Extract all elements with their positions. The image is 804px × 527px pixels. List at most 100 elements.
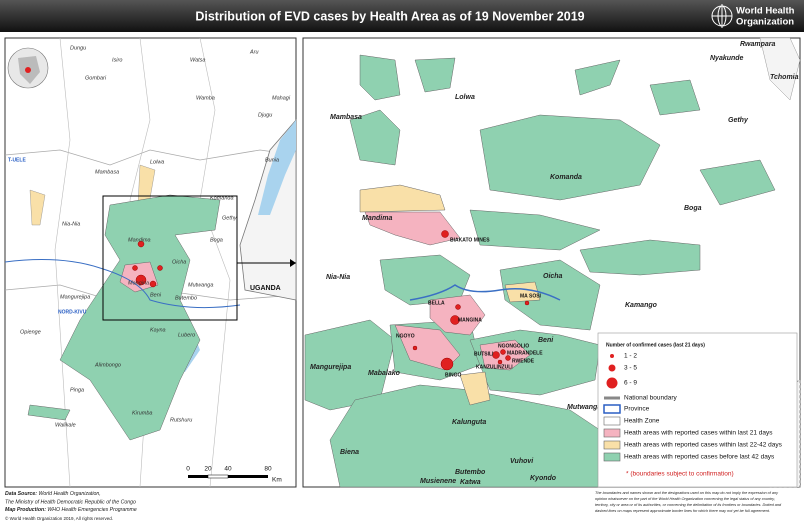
legend-size: 6 - 9 — [624, 380, 637, 387]
place-label: Mambasa — [330, 114, 362, 121]
place-label: Katwa — [460, 479, 481, 486]
place-label: Djugu — [258, 112, 272, 118]
place-label: Mutwanga — [567, 404, 601, 411]
place-label: Oicha — [172, 259, 186, 265]
place-label: Dungu — [70, 45, 86, 51]
place-label: Kayna — [150, 327, 166, 333]
place-label: Lolwa — [455, 94, 475, 101]
place-label: Watsa — [190, 57, 206, 63]
title: Distribution of EVD cases by Health Area… — [195, 9, 584, 23]
place-label: Rwampara — [740, 41, 776, 48]
case-label: NGONGOLIO — [498, 343, 529, 349]
place-label: Alimbongo — [94, 362, 121, 368]
place-label: Aru — [249, 49, 259, 55]
scale-label: 0 — [186, 466, 190, 473]
country-label: UGANDA — [250, 285, 281, 292]
who-emblem — [711, 4, 733, 28]
footer-text: The Ministry of Health Democratic Republ… — [5, 499, 136, 505]
place-label: Mandima — [128, 237, 151, 243]
place-label: Lolwa — [150, 159, 164, 165]
place-label: Boga — [210, 237, 223, 243]
place-label: Tchomia — [770, 74, 799, 81]
place-label: Mandima — [362, 215, 392, 222]
place-label: Butembo — [175, 295, 197, 301]
footer-text: Map Production: WHO Health Emergencies P… — [5, 507, 137, 513]
legend-note: * (boundaries subject to confirmation) — [626, 471, 734, 478]
place-label: Gethy — [728, 117, 749, 124]
region-label: T-UELE — [8, 157, 26, 163]
disclaimer: territory, city or area or of its author… — [595, 503, 782, 507]
overview-map — [4, 37, 297, 488]
place-label: Mabalako — [368, 370, 401, 377]
place-label: Beni — [538, 337, 554, 344]
place-label: Gethy — [222, 215, 238, 221]
case-label: BELLA — [428, 300, 445, 306]
place-label: Beni — [150, 292, 162, 298]
case-label: RWENDE — [512, 358, 535, 364]
case-label: BINGO — [445, 372, 462, 378]
place-label: Mutwanga — [188, 282, 213, 288]
place-label: Mangurejipa — [310, 364, 351, 371]
place-label: Pinga — [70, 387, 84, 393]
legend-size: 1 - 2 — [624, 353, 637, 360]
place-label: Kalunguta — [452, 419, 486, 426]
scale-label: 80 — [264, 466, 272, 473]
footer-label: Map Production: — [5, 507, 46, 513]
footer-text: Data Source: World Health Organization, — [5, 491, 101, 497]
place-label: Wamba — [196, 95, 215, 101]
logo-text: World Health — [736, 6, 795, 17]
legend-item: Province — [624, 406, 650, 413]
footer: Data Source: World Health Organization, … — [5, 491, 782, 521]
place-label: Bunia — [265, 157, 279, 163]
place-label: Komanda — [550, 174, 582, 181]
place-label: Mambasa — [95, 169, 119, 175]
scale-label: 20 — [204, 466, 212, 473]
case-label: MA SOSI — [520, 293, 542, 299]
legend: Number of confirmed cases (last 21 days)… — [597, 332, 798, 488]
place-label: Vuhovi — [510, 458, 534, 465]
place-label: Mahagi — [272, 95, 291, 101]
place-label: Kirumba — [132, 410, 152, 416]
scale-label: 40 — [224, 466, 232, 473]
legend-item: Heath areas with reported cases before l… — [624, 454, 775, 461]
copyright: © World Health Organization 2019, All ri… — [5, 515, 113, 521]
legend-item: Health Zone — [624, 418, 660, 425]
case-label: BIAKATO MINES — [450, 237, 490, 243]
place-label: Kyondo — [530, 475, 557, 482]
place-label: Biena — [340, 449, 359, 456]
disclaimer: opinion whatsoever on the part of the Wo… — [595, 497, 775, 501]
place-label: Komanda — [210, 195, 234, 201]
scale-unit: Km — [272, 477, 282, 484]
disclaimer: The boundaries and names shown and the d… — [595, 491, 779, 495]
case-label: MANGINA — [458, 317, 482, 323]
case-label: BUTSILI — [474, 351, 494, 357]
region-label: NORD-KIVU — [58, 309, 87, 315]
footer-value: World Health Organization, — [38, 491, 100, 497]
place-label: Gombari — [85, 75, 107, 81]
legend-item: Heath areas with reported cases within l… — [624, 430, 773, 437]
place-label: Nia-Nia — [62, 221, 80, 227]
place-label: Isiro — [112, 57, 122, 63]
footer-value: WHO Health Emergencies Programme — [47, 507, 136, 513]
footer-label: Data Source: — [5, 491, 37, 497]
legend-item: Heath areas with reported cases within l… — [624, 442, 783, 449]
case-label: MADRANDELE — [507, 350, 543, 356]
place-label: Boga — [684, 205, 702, 212]
legend-title: Number of confirmed cases (last 21 days) — [606, 342, 705, 348]
place-label: Kamango — [625, 302, 658, 309]
case-label: NGOYO — [396, 333, 415, 339]
case-label: KANZULINZULI — [476, 364, 513, 370]
legend-size: 3 - 5 — [624, 365, 637, 372]
place-label: Mangina — [128, 280, 149, 286]
place-label: Nyakunde — [710, 55, 744, 62]
place-label: Rutshuru — [170, 417, 192, 423]
place-label: Opienge — [20, 329, 41, 335]
legend-item: National boundary — [624, 395, 678, 402]
place-label: Mangurejipa — [60, 294, 90, 300]
header-bar — [0, 0, 804, 32]
place-label: Lubero — [178, 332, 195, 338]
place-label: Butembo — [455, 469, 486, 476]
logo-text: Organization — [736, 17, 794, 28]
